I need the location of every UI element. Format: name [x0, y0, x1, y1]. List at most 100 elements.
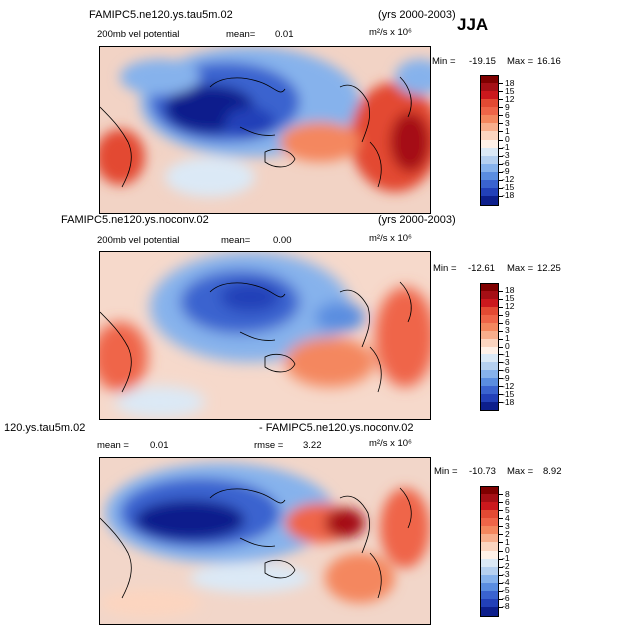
- colorbar-tick-label: 9: [505, 309, 510, 320]
- colorbar-tick: [499, 147, 503, 149]
- colorbar-bin: [480, 370, 499, 379]
- colorbar-tick-label: 15: [505, 85, 515, 96]
- colorbar-tick: [499, 330, 503, 332]
- colorbar-bin: [480, 558, 499, 568]
- panel1-max-label: Max =: [507, 56, 534, 67]
- colorbar-bin: [480, 582, 499, 592]
- colorbar-tick-label: -5: [502, 585, 510, 596]
- colorbar-tick-label: -4: [502, 577, 510, 588]
- colorbar-tick: [499, 91, 503, 93]
- colorbar-bin: [480, 574, 499, 584]
- panel1-variable: 200mb vel potential: [97, 29, 180, 40]
- panel3-map-svg: [100, 458, 430, 624]
- colorbar-bin: [480, 354, 499, 363]
- colorbar-tick: [499, 115, 503, 117]
- panel2-map: [99, 251, 431, 420]
- colorbar-tick: [499, 370, 503, 372]
- colorbar-bin: [480, 590, 499, 600]
- panel1-mean-label: mean=: [226, 29, 256, 40]
- panel3-coastlines: [100, 487, 412, 599]
- panel3-rmse-label: rmse =: [254, 440, 284, 451]
- colorbar-bin: [480, 99, 499, 109]
- panel2-mean-label: mean=: [221, 235, 251, 246]
- colorbar-tick: [499, 558, 503, 560]
- panel2-colorbar: 18 15 12 9 6 3 1 0 -1 -3 -6 -9 -12 -15 -18: [480, 283, 514, 412]
- colorbar-bin: [480, 338, 499, 347]
- colorbar-bin: [480, 502, 499, 512]
- colorbar-tick-label: 2: [505, 528, 510, 539]
- colorbar-bin: [480, 107, 499, 117]
- colorbar-tick: [499, 394, 503, 396]
- panel3-mean-label: mean =: [97, 440, 129, 451]
- panel2-coastlines: [100, 281, 412, 393]
- colorbar-tick: [499, 590, 503, 592]
- panel2-map-svg: [100, 252, 430, 419]
- colorbar-tick-label: 0: [505, 134, 510, 144]
- colorbar-tick-label: 8: [505, 488, 510, 499]
- colorbar-bin: [480, 179, 499, 189]
- colorbar-bin: [480, 394, 499, 403]
- colorbar-bin: [480, 550, 499, 560]
- panel3-colorbar: 8 6 5 4 3 2 1 0 -1 -2 -3 -4 -5 -6 -8: [480, 486, 510, 617]
- panel2-units: m²/s x 10⁶: [369, 233, 412, 244]
- colorbar-tick: [499, 378, 503, 380]
- colorbar-bin: [480, 378, 499, 387]
- colorbar-tick: [499, 598, 503, 600]
- colorbar-tick-label: 12: [505, 301, 515, 312]
- colorbar-tick: [499, 290, 503, 292]
- colorbar-tick: [499, 354, 503, 356]
- panel3-subtitle: - FAMIPC5.ne120.ys.noconv.02: [259, 422, 414, 434]
- colorbar-bin: [480, 542, 499, 552]
- colorbar-bin: [480, 171, 499, 181]
- colorbar-bin: [480, 131, 499, 141]
- colorbar-tick: [499, 123, 503, 125]
- panel1-colorbar: 18 15 12 9 6 3 1 0 -1 -3 -6 -9 -12 -15 -18: [480, 75, 514, 206]
- colorbar-tick-label: 0: [505, 341, 510, 351]
- panel1-title: FAMIPC5.ne120.ys.tau5m.02: [89, 9, 233, 21]
- colorbar-tick-label: -15: [502, 182, 515, 193]
- colorbar-bin: [480, 598, 499, 608]
- panel2-max-value: 12.25: [537, 263, 561, 274]
- colorbar-tick: [499, 107, 503, 109]
- colorbar-tick: [499, 139, 503, 141]
- colorbar-tick-label: -1: [502, 553, 510, 564]
- colorbar-tick-label: -3: [502, 569, 510, 580]
- colorbar-tick-label: -9: [502, 166, 510, 177]
- colorbar-tick-label: -6: [502, 158, 510, 169]
- panel2-min-label: Min =: [433, 263, 457, 274]
- colorbar-tick: [499, 606, 503, 608]
- colorbar-tick: [499, 131, 503, 133]
- colorbar-tick-label: -3: [502, 150, 510, 161]
- panel1-mean-value: 0.01: [275, 29, 294, 40]
- colorbar-bin: [480, 386, 499, 395]
- colorbar-tick-label: -12: [502, 174, 515, 185]
- colorbar-tick: [499, 195, 503, 197]
- colorbar-tick: [499, 534, 503, 536]
- panel2-max-label: Max =: [507, 263, 534, 274]
- colorbar-tick: [499, 582, 503, 584]
- panel1-map-svg: [100, 47, 430, 213]
- colorbar-tick-label: 15: [505, 293, 515, 304]
- colorbar-tick-label: -6: [502, 364, 510, 375]
- colorbar-tick: [499, 518, 503, 520]
- colorbar-bin: [480, 494, 499, 504]
- panel3-min-label: Min =: [434, 466, 458, 477]
- panel3-rmse-value: 3.22: [303, 440, 322, 451]
- colorbar-tick-label: 4: [505, 512, 510, 523]
- colorbar-tick: [499, 99, 503, 101]
- colorbar-bin: [480, 163, 499, 173]
- colorbar-tick: [499, 338, 503, 340]
- colorbar-bin: [480, 526, 499, 536]
- colorbar-tick-label: -18: [502, 190, 515, 201]
- colorbar-tick-label: -1: [502, 348, 510, 359]
- colorbar-bin: [480, 155, 499, 165]
- colorbar-tick: [499, 346, 503, 348]
- colorbar-bin: [480, 147, 499, 157]
- colorbar-bin: [480, 187, 499, 197]
- colorbar-bin: [480, 322, 499, 331]
- panel3-max-value: 8.92: [543, 466, 562, 477]
- colorbar-tick-label: -9: [502, 372, 510, 383]
- panel2-variable: 200mb vel potential: [97, 235, 180, 246]
- colorbar-tick: [499, 187, 503, 189]
- colorbar-tick: [499, 494, 503, 496]
